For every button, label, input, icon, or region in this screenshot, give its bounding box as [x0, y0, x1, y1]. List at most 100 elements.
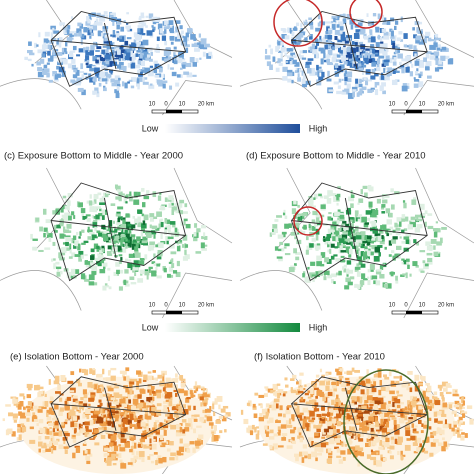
area-cell — [326, 58, 331, 63]
area-cell — [71, 252, 76, 257]
area-cell — [187, 405, 191, 411]
area-cell — [394, 398, 401, 404]
area-cell — [174, 392, 178, 397]
area-cell — [116, 19, 122, 25]
area-cell — [134, 246, 139, 252]
area-cell — [136, 236, 141, 242]
area-cell — [390, 36, 395, 39]
area-cell — [96, 46, 102, 50]
area-cell — [348, 223, 354, 229]
area-cell — [49, 427, 52, 430]
area-cell — [390, 239, 397, 244]
area-cell — [149, 434, 153, 438]
area-cell — [77, 245, 81, 251]
area-cell — [158, 457, 163, 464]
area-cell — [400, 456, 404, 460]
area-cell — [329, 409, 335, 416]
area-cell — [68, 412, 71, 418]
area-cell — [186, 72, 193, 78]
area-cell — [353, 57, 359, 62]
area-cell — [106, 250, 112, 255]
area-cell — [95, 59, 99, 64]
area-cell — [359, 47, 362, 52]
area-cell — [84, 425, 89, 432]
area-cell — [260, 404, 263, 409]
area-cell — [366, 395, 373, 401]
area-cell — [435, 221, 439, 224]
area-cell — [222, 405, 229, 409]
area-cell — [51, 410, 56, 416]
area-cell — [363, 49, 368, 55]
area-cell — [419, 400, 422, 403]
area-cell — [168, 20, 174, 25]
area-cell — [165, 24, 170, 28]
area-cell — [47, 420, 53, 425]
area-cell — [84, 439, 87, 445]
area-cell — [136, 423, 143, 429]
area-cell — [55, 261, 60, 265]
area-cell — [346, 61, 351, 66]
area-cell — [354, 369, 360, 373]
area-cell — [53, 432, 59, 436]
area-cell — [133, 42, 140, 49]
area-cell — [126, 408, 131, 414]
area-cell — [294, 236, 298, 240]
area-cell — [424, 221, 427, 228]
area-cell — [130, 77, 137, 82]
area-cell — [398, 66, 403, 70]
area-cell — [316, 261, 322, 267]
area-cell — [345, 277, 351, 283]
area-cell — [77, 77, 82, 84]
area-cell — [346, 260, 352, 265]
area-cell — [369, 263, 375, 270]
area-cell — [312, 49, 318, 55]
area-cell — [99, 202, 106, 206]
area-cell — [62, 226, 66, 233]
area-cell — [276, 383, 281, 386]
area-cell — [310, 392, 314, 398]
area-cell — [105, 377, 112, 381]
area-cell — [99, 197, 104, 202]
area-cell — [66, 223, 72, 229]
area-cell — [280, 46, 286, 52]
area-cell — [136, 34, 142, 41]
area-cell — [282, 393, 286, 397]
area-cell — [123, 427, 128, 432]
area-cell — [125, 52, 131, 58]
area-cell — [120, 26, 125, 32]
area-cell — [414, 214, 421, 218]
area-cell — [395, 70, 400, 73]
area-cell — [457, 423, 462, 427]
area-cell — [310, 261, 316, 266]
area-cell — [163, 430, 167, 436]
area-cell — [70, 421, 75, 428]
area-cell — [336, 455, 342, 458]
area-cell — [376, 44, 380, 48]
area-cell — [341, 78, 344, 81]
area-cell — [371, 387, 377, 393]
area-cell — [374, 81, 380, 86]
area-cell — [106, 459, 112, 466]
area-cell — [155, 429, 160, 435]
area-cell — [320, 252, 326, 258]
area-cell — [312, 210, 318, 216]
area-cell — [334, 63, 339, 69]
area-cell — [165, 377, 171, 383]
area-cell — [328, 39, 332, 44]
area-cell — [340, 450, 346, 455]
area-cell — [372, 228, 379, 234]
area-cell — [391, 409, 397, 412]
area-cell — [129, 413, 134, 420]
area-cell — [184, 44, 190, 47]
area-cell — [275, 420, 281, 423]
area-cell — [383, 67, 388, 70]
area-cell — [107, 451, 114, 458]
area-cell — [383, 68, 386, 74]
area-cell — [127, 239, 130, 243]
area-cell — [352, 383, 358, 388]
area-cell — [76, 78, 79, 84]
area-cell — [319, 47, 324, 52]
area-cell — [99, 392, 103, 399]
area-cell — [460, 435, 465, 441]
area-cell — [299, 399, 306, 403]
